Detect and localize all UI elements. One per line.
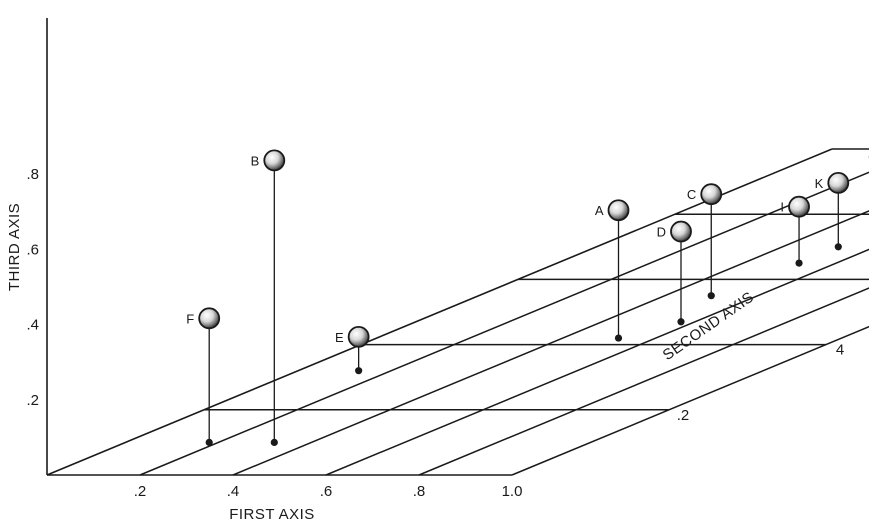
grid-line-x (511, 325, 869, 476)
data-point (700, 183, 723, 206)
y-axis-title: SECOND AXIS (660, 289, 758, 364)
point-label: K (815, 176, 824, 191)
floor-grid (139, 148, 869, 476)
point-label: E (335, 330, 344, 345)
point-label: C (687, 187, 696, 202)
point-base-dot (795, 259, 803, 267)
point-label: F (186, 311, 194, 326)
x-tick-label: .6 (320, 483, 333, 500)
x-tick-label: .4 (227, 483, 240, 500)
z-tick-label: .2 (26, 392, 39, 409)
z-tick-label: .4 (26, 317, 39, 334)
data-points: HLGKICDAEFB (186, 149, 869, 446)
x-axis-title: FIRST AXIS (229, 506, 315, 523)
point-label: B (251, 153, 260, 168)
z-axis-title: THIRD AXIS (6, 203, 23, 291)
data-point (607, 199, 630, 222)
y-axis-line (46, 148, 833, 476)
point-base-dot (355, 367, 363, 375)
axes (46, 18, 833, 476)
data-point (198, 307, 221, 330)
data-point (788, 195, 810, 218)
x-tick-label: .8 (413, 483, 426, 500)
grid-line-x (418, 287, 869, 476)
point-base-dot (270, 438, 278, 446)
point-base-dot (707, 292, 715, 300)
grid-line-x (139, 171, 869, 476)
point-base-dot (677, 318, 685, 326)
point-base-dot (834, 243, 842, 251)
data-point (347, 325, 370, 348)
y-tick-label: .2 (677, 407, 690, 424)
x-tick-label: .2 (134, 483, 147, 500)
grid-line-x (232, 210, 869, 476)
point-base-dot (205, 438, 213, 446)
data-point (827, 171, 850, 194)
point-label: D (657, 225, 666, 240)
x-tick-label: 1.0 (502, 483, 523, 500)
y-tick-label: 4 (836, 342, 844, 359)
z-tick-label: .6 (26, 241, 39, 258)
data-point (263, 149, 286, 172)
z-tick-label: .8 (26, 166, 39, 183)
grid-line-x (325, 248, 869, 476)
tick-labels: .2.4.6.81.0.24.6.81.0.2.4.6.8 (26, 166, 844, 500)
point-label: A (595, 203, 604, 218)
point-label: I (780, 200, 784, 215)
data-point (670, 220, 692, 243)
point-base-dot (614, 334, 623, 342)
